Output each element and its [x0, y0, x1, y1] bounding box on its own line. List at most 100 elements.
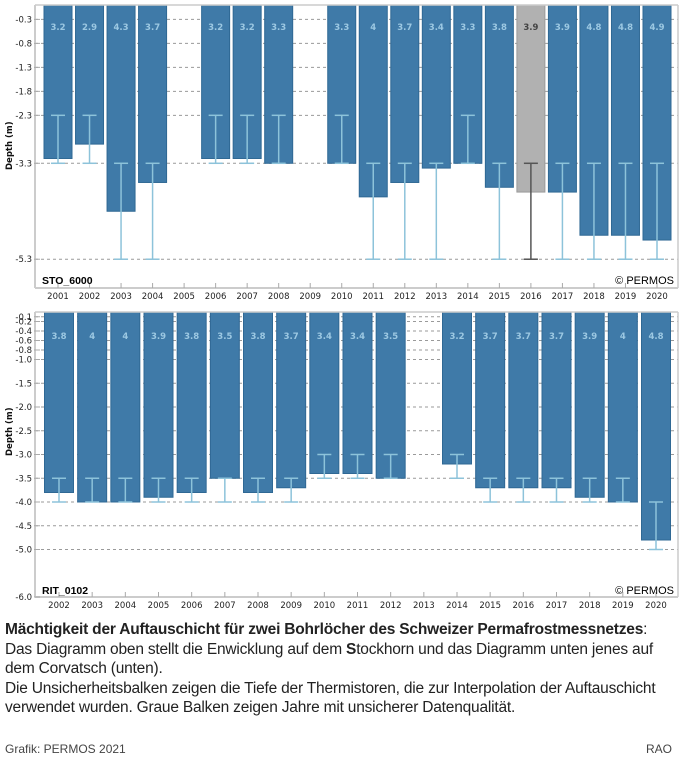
y-tick-label: -5.0: [15, 546, 32, 556]
x-tick-label: 2012: [394, 292, 416, 302]
bar-2007: [209, 311, 240, 479]
bar-label-2014: 3.3: [460, 23, 475, 33]
x-tick-label: 2006: [181, 601, 203, 611]
x-tick-label: 2008: [247, 601, 269, 611]
x-tick-label: 2009: [280, 601, 302, 611]
y-tick-label: -2.3: [15, 111, 32, 121]
y-tick-label: -2.5: [15, 427, 32, 437]
bar-label-2003: 4: [89, 332, 95, 342]
y-tick-label: -0.3: [15, 15, 32, 25]
y-tick-label: -1.8: [15, 87, 32, 97]
caption-line-1-start: Das Diagramm oben stellt die Enwicklung …: [5, 640, 347, 658]
bar-2017: [547, 4, 577, 193]
bar-label-2002: 3.8: [51, 332, 66, 342]
bar-2018: [574, 311, 605, 498]
x-tick-label: 2015: [479, 601, 501, 611]
bar-label-2003: 4.3: [114, 23, 129, 33]
bar-label-2008: 3.8: [250, 332, 265, 342]
y-tick-label: -1.5: [15, 379, 32, 389]
y-tick-label: -0.6: [15, 337, 32, 347]
x-tick-label: 2003: [110, 292, 132, 302]
chart-sto-6000: 3.2 2.9 4.3 3.7 3.2 3.2 3.3 3.3 4 3.7 3.4 3.3 3.8 3.9…: [5, 4, 679, 302]
x-tick-label: 2019: [615, 292, 637, 302]
bar-label-2014: 3.2: [449, 332, 464, 342]
bar-label-2012: 3.7: [397, 23, 412, 33]
copyright-label: © PERMOS: [615, 585, 674, 597]
caption-line-1-bold: S: [346, 640, 357, 658]
bar-labels: 3.8 4 4 3.9 3.8 3.5 3.8 3.7 3.4 3.4 3.5 3.2 3.7 3.7 3.…: [51, 332, 663, 342]
bar-2015: [484, 4, 514, 188]
bar-label-2018: 4.8: [586, 23, 601, 33]
bar-label-2016: 3.7: [516, 332, 531, 342]
y-tick-label: -4.5: [15, 522, 32, 532]
y-tick-label: -0.4: [15, 327, 32, 337]
station-label: STO_6000: [42, 275, 93, 287]
caption-line-2: Die Unsicherheitsbalken zeigen die Tiefe…: [5, 679, 656, 717]
x-tick-label: 2011: [347, 601, 369, 611]
bar-labels: 3.2 2.9 4.3 3.7 3.2 3.2 3.3 3.3 4 3.7 3.4 3.3 3.8 3.9…: [50, 23, 664, 33]
bar-2006: [176, 311, 207, 493]
caption-line-1: Das Diagramm oben stellt die Enwicklung …: [5, 640, 681, 679]
y-tick-label: -3.5: [15, 474, 32, 484]
caption-title-suffix: :: [643, 621, 648, 638]
x-tick-label: 2017: [546, 601, 568, 611]
axes: -0.3 -0.8 -1.3 -1.8 -2.3 -3.3 -5.3 2001 2002 2003…: [15, 4, 679, 302]
x-tick-label: 2005: [173, 292, 195, 302]
bar-2004: [110, 311, 141, 503]
bar-label-2010: 3.4: [317, 332, 332, 342]
x-tick-label: 2008: [268, 292, 290, 302]
bar-label-2008: 3.3: [271, 23, 286, 33]
bar-label-2017: 3.9: [555, 23, 570, 33]
y-tick-label: -3.0: [15, 451, 32, 461]
x-tick-label: 2011: [362, 292, 384, 302]
bar-label-2015: 3.8: [492, 23, 507, 33]
y-axis-label: Depth (m): [5, 407, 15, 456]
x-tick-label: 2006: [205, 292, 227, 302]
x-tick-label: 2012: [380, 601, 402, 611]
bar-label-2007: 3.5: [217, 332, 232, 342]
y-tick-label: -0.8: [15, 39, 32, 49]
bar-label-2019: 4.8: [618, 23, 633, 33]
x-tick-label: 2016: [520, 292, 542, 302]
bar-label-2004: 3.7: [145, 23, 160, 33]
x-tick-label: 2009: [299, 292, 321, 302]
bar-label-2011: 4: [370, 23, 376, 33]
y-tick-label: -2.0: [15, 403, 32, 413]
copyright-label: © PERMOS: [615, 275, 674, 287]
y-tick-label: -4.0: [15, 498, 32, 508]
bar-label-2001: 3.2: [50, 23, 65, 33]
x-tick-label: 2004: [115, 601, 137, 611]
bar-label-2015: 3.7: [483, 332, 498, 342]
bar-2019: [607, 311, 638, 503]
y-tick-label: -0.8: [15, 346, 32, 356]
bar-label-2018: 3.9: [582, 332, 597, 342]
bars: [43, 4, 672, 241]
bar-2009: [276, 311, 307, 489]
footer-credit: Grafik: PERMOS 2021: [5, 742, 126, 756]
x-tick-label: 2020: [646, 292, 668, 302]
x-tick-label: 2016: [513, 601, 535, 611]
x-tick-label: 2020: [645, 601, 667, 611]
x-tick-label: 2015: [489, 292, 511, 302]
bar-label-2016: 3.9: [523, 23, 538, 33]
bar-label-2009: 3.7: [284, 332, 299, 342]
footer-initials: RAO: [645, 742, 672, 756]
axes: -0.1-0.2-0.4-0.6-0.8-1.0 -1.5 -2.0 -2.5 -3.0…: [15, 311, 679, 611]
bar-label-2020: 4.8: [648, 332, 663, 342]
x-tick-label: 2007: [236, 292, 258, 302]
y-tick-label: -0.1: [15, 313, 32, 323]
x-tick-label: 2003: [81, 601, 103, 611]
y-tick-label: -1.3: [15, 63, 32, 73]
bar-label-2006: 3.2: [208, 23, 223, 33]
x-tick-label: 2018: [579, 601, 601, 611]
bar-label-2010: 3.3: [334, 23, 349, 33]
error-bars: [52, 453, 663, 551]
x-tick-label: 2005: [148, 601, 170, 611]
bar-2004: [138, 4, 168, 183]
bar-label-2005: 3.9: [151, 332, 166, 342]
x-tick-label: 2007: [214, 601, 236, 611]
x-tick-label: 2013: [425, 292, 447, 302]
x-tick-label: 2010: [331, 292, 353, 302]
bar-label-2013: 3.4: [429, 23, 444, 33]
error-bars: [51, 114, 664, 260]
